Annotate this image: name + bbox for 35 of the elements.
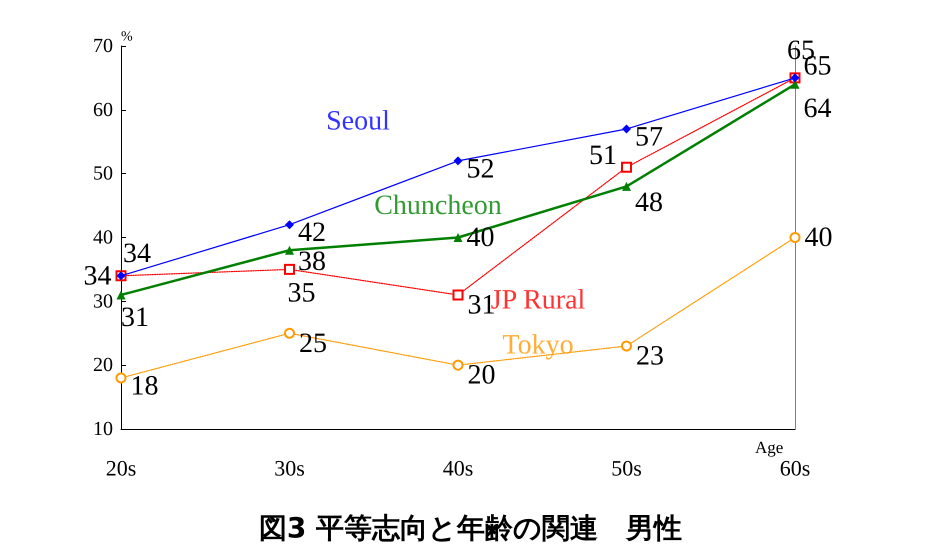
x-tick-label: 20s (106, 456, 136, 480)
data-label: 25 (299, 328, 327, 359)
y-tick-label: 60 (93, 98, 113, 121)
y-axis-title: % (121, 30, 133, 44)
data-label: 34 (84, 260, 112, 292)
x-axis-title: Age (755, 438, 784, 457)
y-tick-label: 70 (93, 35, 113, 57)
series-label: Seoul (326, 105, 390, 136)
data-label: 31 (121, 302, 149, 333)
data-label: 23 (636, 340, 664, 372)
series-label: Chuncheon (374, 190, 502, 221)
data-label: 51 (589, 140, 617, 171)
data-label: 40 (804, 222, 832, 253)
data-label: 34 (123, 238, 151, 269)
data-label: 52 (466, 153, 494, 184)
y-tick-label: 40 (93, 226, 113, 248)
y-tick-label: 10 (93, 418, 113, 440)
series-label: Tokyo (502, 330, 574, 361)
data-label: 20 (468, 360, 496, 391)
x-tick-label: 30s (274, 456, 305, 480)
data-label: 18 (130, 370, 158, 402)
y-tick-label: 20 (93, 354, 113, 376)
x-tick-label: 50s (611, 456, 642, 480)
data-label: 40 (466, 222, 494, 253)
x-tick-label: 60s (780, 456, 810, 480)
data-label: 35 (288, 277, 316, 308)
data-label: 64 (804, 92, 832, 124)
data-label: 42 (298, 217, 326, 248)
data-label: 38 (298, 246, 326, 277)
data-label: 57 (635, 121, 663, 152)
data-label: 48 (635, 186, 663, 218)
x-tick-label: 40s (442, 456, 474, 480)
text: 図3 平等志向と年齢の関連 男性 (258, 512, 682, 544)
y-tick-label: 50 (93, 162, 113, 185)
y-tick-label: 30 (93, 290, 113, 312)
